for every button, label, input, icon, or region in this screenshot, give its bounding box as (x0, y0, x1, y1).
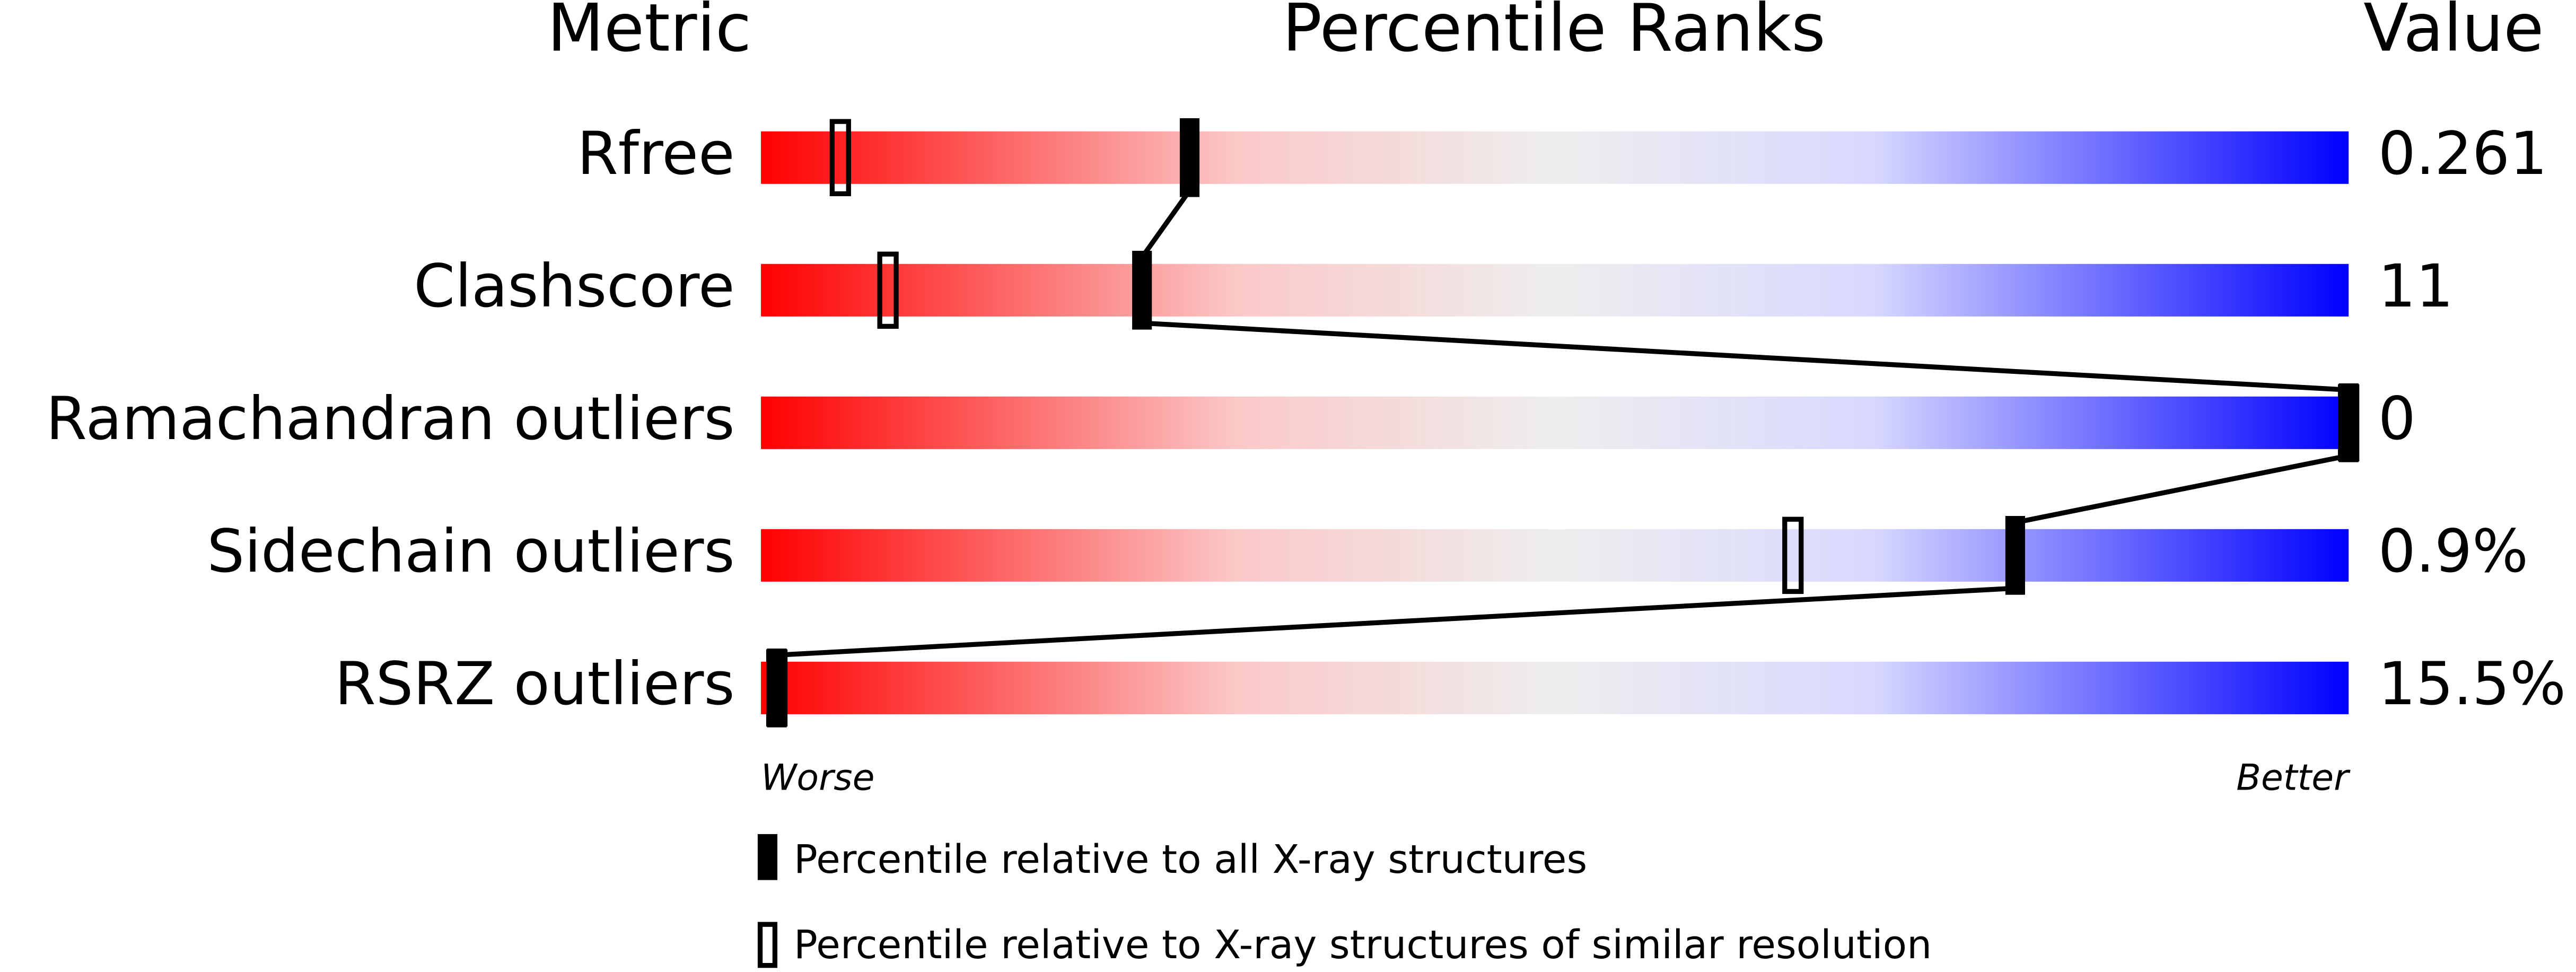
metric-label: Clashscore (414, 252, 734, 321)
legend-swatch (757, 834, 778, 880)
connector-line (2014, 453, 2350, 525)
filled-marker (1132, 250, 1152, 330)
legend-swatch (757, 922, 778, 968)
connector-line (1142, 320, 2349, 393)
connector-line (776, 585, 2016, 658)
metric-value: 0.261 (2378, 120, 2547, 188)
metric-label: RSRZ outliers (335, 650, 734, 719)
metric-value: 15.5% (2378, 650, 2566, 719)
slider-bar (761, 264, 2349, 317)
filled-marker (767, 649, 787, 728)
open-marker (1782, 516, 1804, 594)
open-marker (829, 119, 851, 197)
chart-title: Percentile Ranks (1282, 0, 1825, 67)
connector-line (1140, 189, 1192, 259)
slider-bar (761, 396, 2349, 449)
legend-label: Percentile relative to all X-ray structu… (794, 836, 1587, 882)
metric-label: Ramachandran outliers (46, 385, 735, 453)
slider-bar (761, 661, 2349, 714)
metric-label: Rfree (577, 120, 734, 188)
value-header: Value (2363, 0, 2544, 67)
slider-bar (761, 529, 2349, 582)
metric-value: 11 (2378, 252, 2454, 321)
filled-marker (2338, 383, 2359, 462)
metric-value: 0 (2378, 385, 2416, 453)
open-marker (877, 251, 899, 329)
worse-label: Worse (761, 757, 874, 799)
metric-value: 0.9% (2378, 518, 2528, 586)
filled-marker (2005, 516, 2026, 595)
better-label: Better (2236, 757, 2351, 799)
legend-label: Percentile relative to X-ray structures … (794, 922, 1932, 968)
metric-label: Sidechain outliers (207, 518, 734, 586)
filled-marker (1179, 118, 1200, 197)
metric-header: Metric (547, 0, 751, 67)
slider-bar (761, 131, 2349, 184)
